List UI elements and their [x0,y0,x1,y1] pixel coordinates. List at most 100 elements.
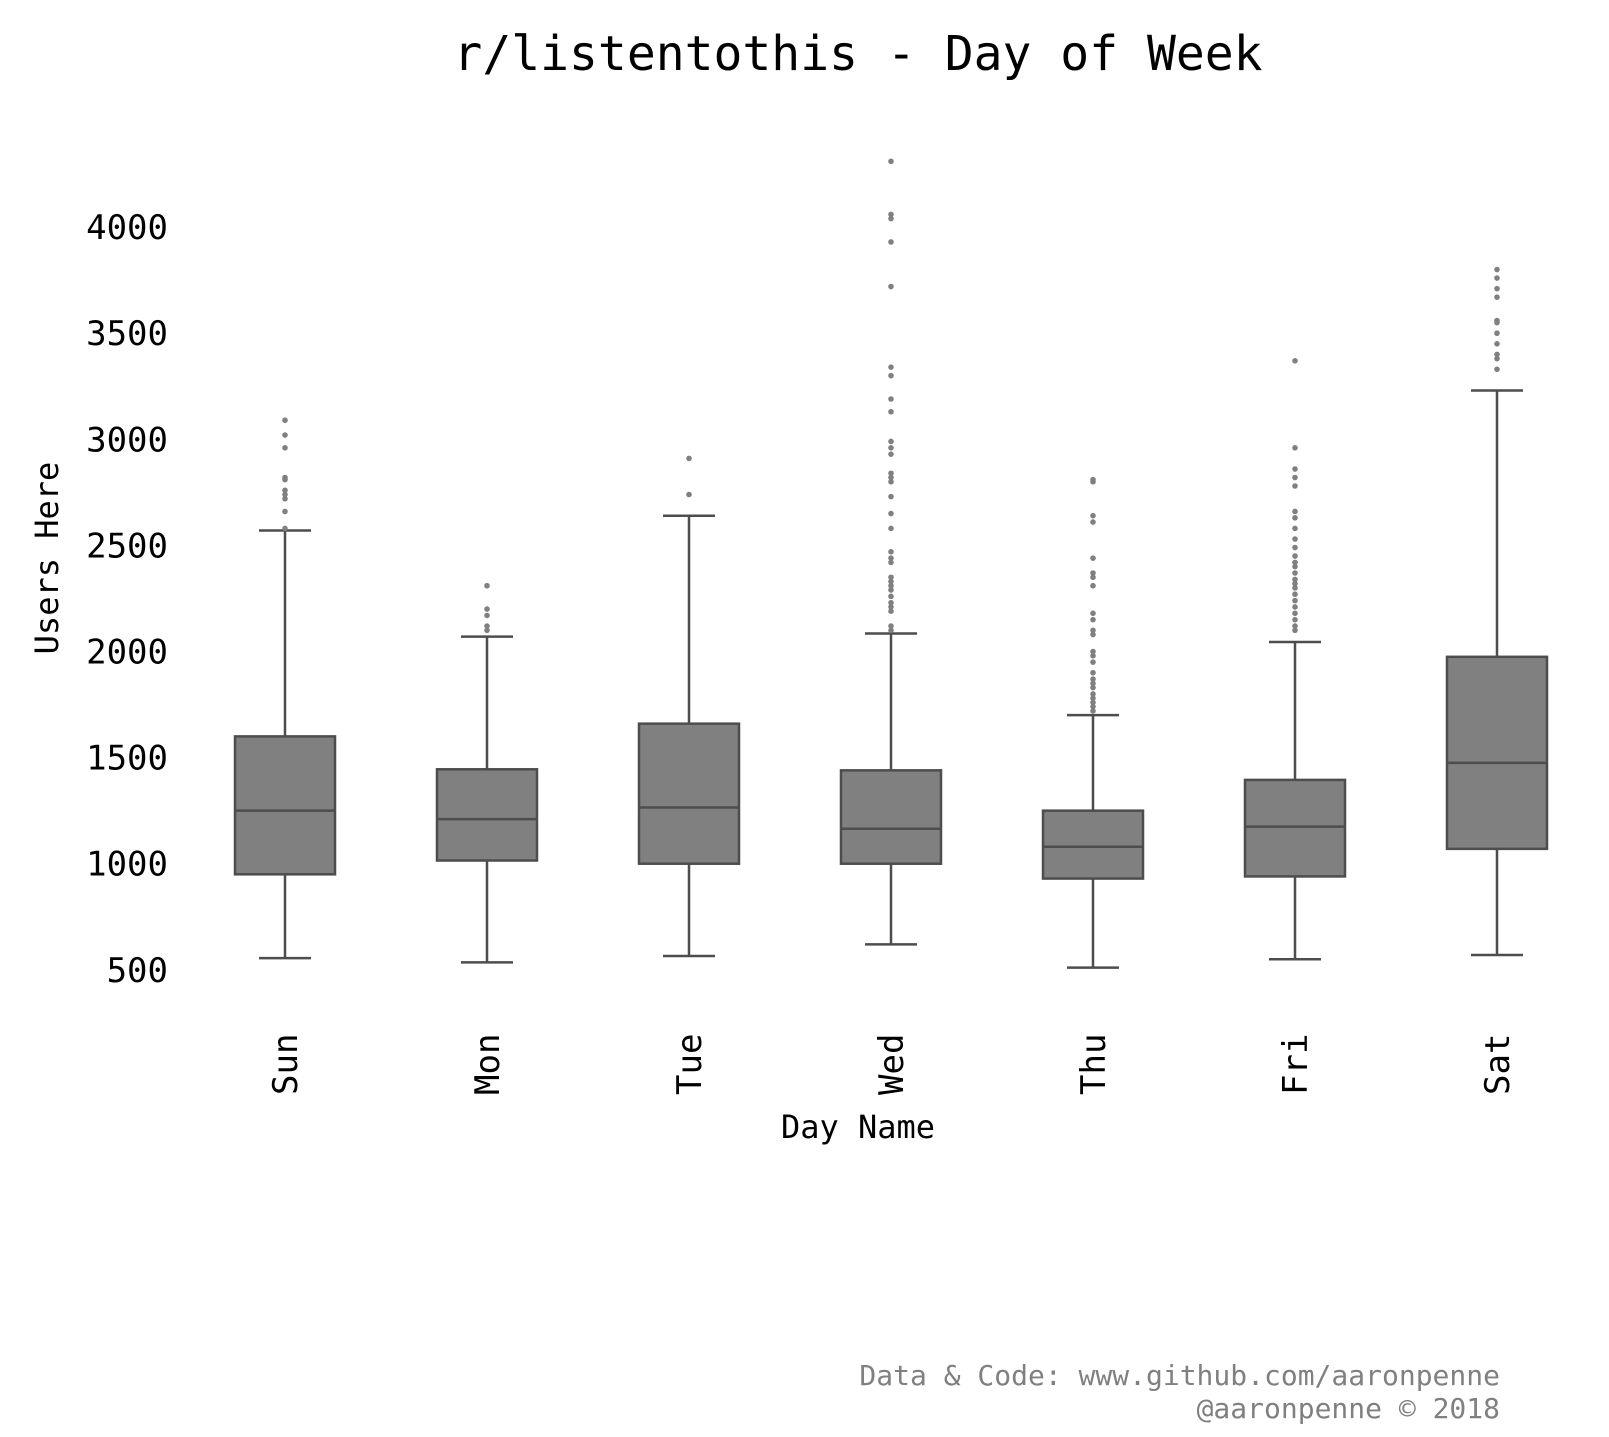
outlier-point [484,623,490,629]
outlier-point [888,239,894,245]
outlier-point [1090,555,1096,561]
outlier-point [1090,659,1096,665]
box-iqr [1243,778,1347,878]
box-group-wed [839,158,943,946]
box-iqr [233,735,337,876]
outlier-point [888,604,894,610]
outlier-point [888,593,894,600]
outlier-point [1090,627,1096,634]
x-tick-label: Mon [468,1034,508,1095]
outlier-point [1090,652,1096,659]
outlier-point [484,612,490,619]
outlier-point [888,559,894,566]
y-tick-label: 1500 [86,739,168,779]
box-group-sat [1445,266,1549,957]
outlier-point [1292,570,1298,576]
box-iqr [839,769,943,865]
outlier-point [1090,512,1096,519]
x-tick-label: Tue [670,1034,710,1095]
credit-line-1: Data & Code: www.github.com/aaronpenne [859,1359,1500,1392]
y-tick-label: 2500 [86,526,168,566]
outlier-point [888,283,894,290]
outlier-point [1494,366,1500,373]
outlier-point [1090,691,1096,697]
x-axis: Sun Mon Tue Wed Thu Fri Sat [266,1034,1518,1095]
y-tick-label: 1000 [86,845,168,885]
outlier-point [1292,515,1298,521]
outlier-point [1292,474,1298,481]
outlier-point [1292,544,1298,551]
outlier-point [1090,695,1096,701]
outlier-point [282,508,288,515]
outlier-point [888,623,894,629]
outlier-point [1494,317,1500,324]
outlier-point [888,396,894,402]
outlier-point [1292,483,1298,489]
outlier-point [1292,559,1298,566]
outlier-point [888,211,894,218]
outlier-point [282,525,288,532]
outlier-point [1292,610,1298,617]
outlier-point [1292,525,1298,532]
outlier-point [888,582,894,589]
outlier-point [1090,476,1096,483]
outlier-point [888,627,894,634]
outlier-point [888,587,894,593]
outlier-point [1090,676,1096,682]
outlier-point [888,478,894,485]
outlier-point [282,417,288,424]
y-tick-label: 2000 [86,633,168,673]
y-axis-label: Users Here [28,462,66,655]
outlier-point [282,432,288,438]
outlier-point [686,491,692,498]
outlier-point [888,438,894,445]
outlier-point [888,474,894,481]
outlier-point [484,627,490,634]
outlier-point [1494,341,1500,347]
outlier-point [888,608,894,614]
outlier-point [484,582,490,589]
outlier-point [1090,680,1096,687]
chart-title: r/listentothis - Day of Week [453,26,1262,82]
x-tick-label: Fri [1276,1034,1316,1095]
box-iqr [637,722,741,865]
outlier-point [888,578,894,585]
outlier-point [1292,536,1298,542]
outlier-point [1090,519,1096,525]
box-group-fri [1243,358,1347,961]
outlier-point [1090,574,1096,581]
outlier-point [686,455,692,462]
outlier-point [1292,553,1298,559]
outlier-point [1292,358,1298,364]
outlier-point [1090,703,1096,710]
outlier-point [1292,604,1298,610]
outlier-point [1090,648,1096,655]
outlier-point [1292,597,1298,604]
outlier-point [1090,631,1096,638]
x-tick-label: Wed [872,1034,912,1095]
y-tick-label: 4000 [86,208,168,248]
outlier-point [888,470,894,477]
outlier-point [282,474,288,481]
outlier-point [1292,591,1298,598]
y-axis: 500 1000 1500 2000 2500 3000 3500 4000 [86,208,168,991]
outlier-point [888,158,894,165]
outlier-point [1090,570,1096,576]
outlier-point [888,215,894,222]
box-group-mon [435,582,539,964]
box-iqr [1445,655,1549,851]
x-tick-label: Sun [266,1034,306,1095]
outlier-point [1090,582,1096,589]
outlier-point [888,451,894,457]
x-tick-label: Sat [1478,1034,1518,1095]
y-tick-label: 3000 [86,420,168,460]
outlier-point [1292,580,1298,587]
outlier-point [1292,576,1298,583]
outlier-point [1494,294,1500,300]
outlier-point [1090,616,1096,623]
outlier-point [1494,266,1500,273]
outlier-point [1090,708,1096,714]
outlier-point [282,491,288,498]
outlier-point [282,495,288,502]
